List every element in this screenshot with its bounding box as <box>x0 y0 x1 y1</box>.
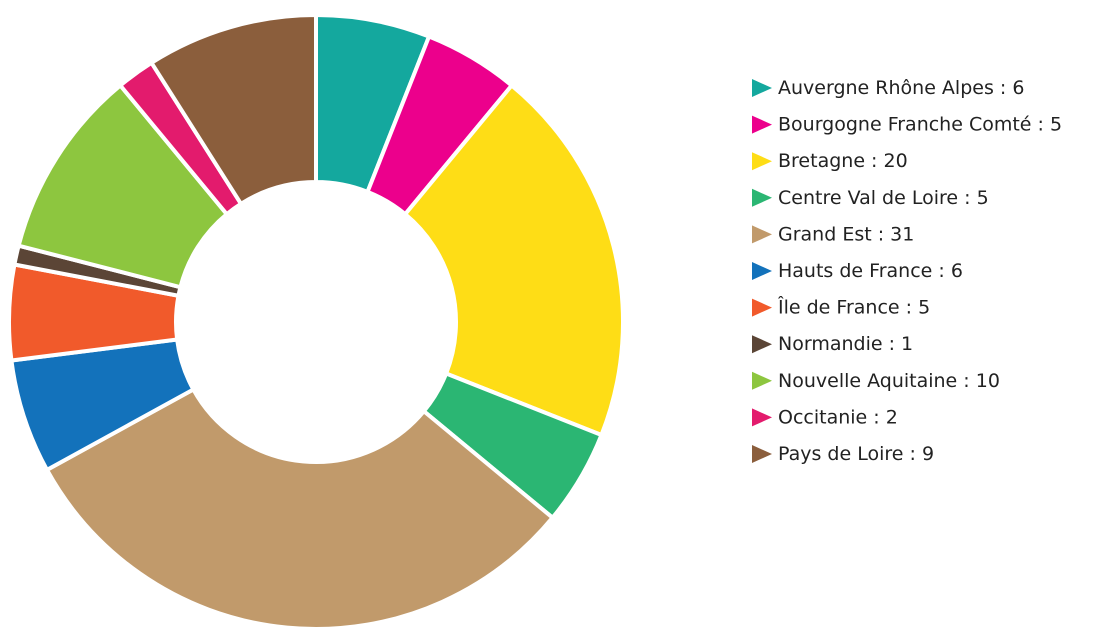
legend-marker <box>752 262 772 280</box>
legend-label: Grand Est : 31 <box>778 223 914 245</box>
legend-separator: : <box>932 260 950 282</box>
legend-value: 5 <box>1050 113 1062 135</box>
legend-separator: : <box>903 443 921 465</box>
legend-value: 5 <box>977 186 989 208</box>
legend-label: Bourgogne Franche Comté : 5 <box>778 113 1062 135</box>
legend-label: Auvergne Rhône Alpes : 6 <box>778 77 1024 99</box>
legend-marker <box>752 445 772 463</box>
legend-category: Nouvelle Aquitaine <box>778 369 957 391</box>
legend-category: Bourgogne Franche Comté <box>778 113 1032 135</box>
legend-marker <box>752 79 772 97</box>
legend-value: 2 <box>886 406 898 428</box>
legend-marker <box>752 298 772 317</box>
legend-value: 20 <box>884 150 908 172</box>
legend-label: Pays de Loire : 9 <box>778 443 934 465</box>
legend-label: Bretagne : 20 <box>778 150 908 172</box>
legend-value: 1 <box>901 333 913 355</box>
legend-category: Grand Est <box>778 223 872 245</box>
donut-slice <box>402 82 625 438</box>
legend-label: Île de France : 5 <box>777 295 930 318</box>
legend-marker <box>752 188 772 207</box>
legend-label: Occitanie : 2 <box>778 406 898 428</box>
legend-marker <box>752 335 772 354</box>
legend-category: Occitanie <box>778 406 867 428</box>
legend-marker <box>752 152 772 171</box>
legend-separator: : <box>900 296 918 318</box>
legend-separator: : <box>957 369 975 391</box>
legend-marker <box>752 115 772 134</box>
legend-label: Normandie : 1 <box>778 333 913 355</box>
legend-separator: : <box>883 333 901 355</box>
legend-marker <box>752 408 772 427</box>
legend-separator: : <box>865 150 883 172</box>
donut-slice <box>148 12 318 207</box>
legend-category: Pays de Loire <box>778 443 903 465</box>
legend-value: 6 <box>951 260 963 282</box>
legend-marker <box>752 371 772 390</box>
legend-category: Auvergne Rhône Alpes <box>778 77 994 99</box>
legend-separator: : <box>867 406 885 428</box>
legend-separator: : <box>994 77 1012 99</box>
legend-value: 5 <box>918 296 930 318</box>
legend-label: Centre Val de Loire : 5 <box>778 186 989 208</box>
legend-category: Centre Val de Loire <box>778 186 958 208</box>
legend-category: Hauts de France <box>778 260 932 282</box>
legend-value: 6 <box>1012 77 1024 99</box>
legend-separator: : <box>872 223 890 245</box>
legend-value: 31 <box>890 223 914 245</box>
legend-value: 9 <box>922 443 934 465</box>
legend-value: 10 <box>976 369 1000 391</box>
legend-category: Normandie <box>778 333 883 355</box>
donut-slice <box>16 82 230 290</box>
donut-slice <box>44 386 556 628</box>
legend-separator: : <box>1032 113 1050 135</box>
legend-label: Hauts de France : 6 <box>778 260 963 282</box>
legend-separator: : <box>958 186 976 208</box>
legend-category: Île de France <box>777 295 900 318</box>
legend-marker <box>752 225 772 244</box>
legend-category: Bretagne <box>778 150 865 172</box>
legend-label: Nouvelle Aquitaine : 10 <box>778 369 1000 391</box>
